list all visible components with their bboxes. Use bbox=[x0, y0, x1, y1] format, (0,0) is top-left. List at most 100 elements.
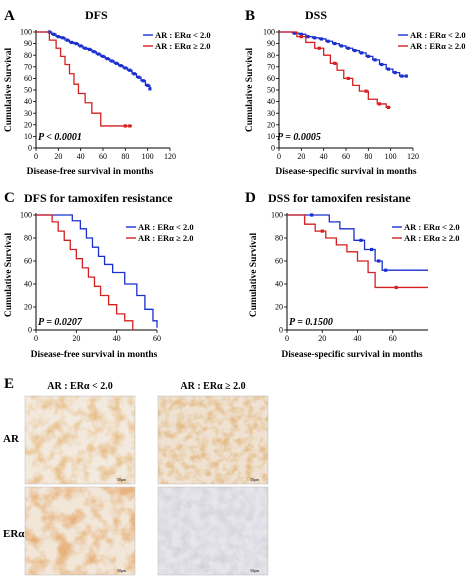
panel-d-censor-mark-low bbox=[384, 268, 388, 272]
panel-a-ytick-label: 90 bbox=[24, 39, 32, 48]
panel-b-xtick-label: 120 bbox=[407, 152, 419, 161]
micrograph-ar-high-scale: 50μm bbox=[250, 477, 260, 482]
panel-a-censor-mark-low bbox=[101, 54, 105, 58]
panel-d: D DSS for tamoxifen resistane Cumulative… bbox=[245, 190, 460, 360]
panel-b-censor-mark-high bbox=[377, 102, 382, 106]
panel-c: C DFS for tamoxifen resistance Cumulativ… bbox=[4, 190, 194, 360]
panel-c-legend-low: AR : ERα < 2.0 bbox=[138, 222, 194, 232]
panel-d-ytick-label: 0 bbox=[279, 326, 283, 335]
panel-c-curves bbox=[36, 214, 158, 330]
panel-b-censor-mark-low bbox=[346, 46, 350, 50]
panel-c-ytick-label: 60 bbox=[24, 257, 32, 266]
panel-a-censor-mark-high bbox=[128, 124, 132, 128]
panel-b-xtick-label: 100 bbox=[385, 152, 397, 161]
panel-b-censor-mark-high bbox=[333, 61, 337, 65]
panel-a-censor-mark-low bbox=[141, 79, 145, 83]
panel-a-censor-mark-low bbox=[74, 42, 78, 46]
panel-c-ytick-label: 40 bbox=[24, 280, 32, 289]
panel-a-xtick-label: 120 bbox=[164, 152, 176, 161]
panel-c-xtick-label: 0 bbox=[34, 334, 38, 343]
panel-b-curve-high bbox=[279, 31, 391, 109]
panel-b-legend-low: AR : ERα < 2.0 bbox=[410, 30, 466, 40]
panel-d-xtick-label: 40 bbox=[354, 334, 362, 343]
panel-a-pvalue: P < 0.0001 bbox=[38, 132, 82, 143]
micrograph-era-high: 50μm bbox=[157, 486, 269, 576]
panel-a-censor-mark-low bbox=[119, 64, 123, 68]
panel-a-xlabel: Disease-free survival in months bbox=[27, 167, 154, 177]
panel-a-censor-mark-low bbox=[123, 66, 127, 70]
panel-b-censor-mark-low bbox=[373, 58, 377, 62]
panel-a-censor-mark-low bbox=[137, 75, 141, 79]
panel-a-legend-low: AR : ERα < 2.0 bbox=[155, 30, 211, 40]
panel-b-censor-mark-low bbox=[366, 54, 370, 58]
panel-d-ytick-label: 60 bbox=[275, 257, 283, 266]
panel-b-xtick-label: 20 bbox=[297, 152, 305, 161]
panel-a-censor-mark-low bbox=[83, 46, 87, 50]
panel-a-xtick-label: 100 bbox=[142, 152, 154, 161]
panel-a: A DFS Cumulative Survival Disease-free s… bbox=[4, 8, 211, 177]
panel-b-xtick-label: 40 bbox=[320, 152, 328, 161]
panel-d-legend: AR : ERα < 2.0 AR : ERα ≥ 2.0 bbox=[392, 222, 460, 243]
panel-a-censor-mark-low bbox=[65, 38, 69, 42]
panel-b-ytick-label: 30 bbox=[267, 109, 275, 118]
panel-a-censor-mark-low bbox=[128, 68, 132, 72]
panel-b-label: B bbox=[245, 8, 255, 24]
panel-b-censor-mark-low bbox=[333, 42, 337, 46]
panel-b-censor-mark-low bbox=[313, 36, 317, 40]
panel-e-label: E bbox=[4, 376, 14, 392]
panel-a-ytick-label: 0 bbox=[28, 144, 32, 153]
panel-a-xtick-label: 20 bbox=[54, 152, 62, 161]
panel-b-censor-mark-low bbox=[393, 71, 397, 75]
panel-b-censor-mark-low bbox=[353, 48, 357, 53]
panel-b-ytick-label: 50 bbox=[267, 86, 275, 95]
panel-a-title: DFS bbox=[85, 8, 108, 22]
panel-c-xtick-label: 40 bbox=[113, 334, 121, 343]
panel-d-pvalue: P = 0.1500 bbox=[289, 317, 333, 328]
panel-b-censor-mark-low bbox=[299, 32, 303, 36]
panel-a-censor-mark-low bbox=[79, 44, 83, 48]
panel-b-censor-mark-low bbox=[339, 44, 344, 48]
panel-c-ytick-label: 20 bbox=[24, 303, 32, 312]
panel-b: B DSS Cumulative Survival Disease-specif… bbox=[245, 8, 466, 177]
micrograph-era-low-scale: 50μm bbox=[117, 568, 127, 573]
panel-a-censor-mark-low bbox=[70, 40, 74, 45]
panel-d-censor-mark-low bbox=[377, 259, 381, 263]
panel-b-censor-mark-low bbox=[293, 31, 297, 35]
panel-e-col-high: AR : ERα ≥ 2.0 bbox=[180, 381, 245, 392]
panel-d-xtick-label: 20 bbox=[318, 334, 326, 343]
panel-a-censor-mark-low bbox=[56, 35, 60, 39]
panel-d-censor-mark-high bbox=[394, 285, 398, 290]
panel-b-ytick-label: 100 bbox=[263, 28, 275, 37]
panel-b-censor-mark-low bbox=[306, 35, 310, 39]
panel-b-ytick-label: 0 bbox=[271, 144, 275, 153]
panel-a-censor-mark-low bbox=[146, 83, 150, 87]
panel-d-label: D bbox=[245, 190, 256, 206]
panel-c-xtick-label: 60 bbox=[153, 334, 161, 343]
panel-c-curve-low bbox=[36, 214, 158, 328]
panel-b-censor-mark-low bbox=[386, 67, 391, 71]
panel-d-ytick-label: 80 bbox=[275, 234, 283, 243]
micrograph-era-high-scale: 50μm bbox=[250, 568, 260, 573]
panel-a-curves bbox=[36, 30, 152, 128]
panel-c-ylabel: Cumulative Survival bbox=[4, 233, 14, 318]
panel-a-censor-mark-low bbox=[110, 59, 114, 63]
panel-a-ytick-label: 70 bbox=[24, 62, 32, 71]
panel-e: E AR : ERα < 2.0 AR : ERα ≥ 2.0 AR ERα 5… bbox=[3, 376, 269, 576]
panel-d-curve-high bbox=[287, 214, 428, 289]
micrograph-ar-low: 50μm bbox=[24, 395, 136, 485]
panel-b-legend-high: AR : ERα ≥ 2.0 bbox=[410, 41, 465, 51]
panel-a-legend: AR : ERα < 2.0 AR : ERα ≥ 2.0 bbox=[143, 30, 211, 51]
panel-e-row-ar: AR bbox=[3, 433, 20, 445]
panel-d-curves bbox=[287, 213, 428, 290]
micrograph-era-low: 50μm bbox=[24, 486, 136, 576]
panel-b-censor-mark-low bbox=[400, 74, 404, 78]
panel-a-censor-mark-low bbox=[88, 47, 92, 51]
panel-d-axes: 0 20 40 60 80 100 0 20 40 60 bbox=[271, 211, 428, 343]
panel-c-title: DFS for tamoxifen resistance bbox=[24, 191, 173, 205]
panel-a-censor-mark-low bbox=[52, 32, 56, 36]
panel-b-ytick-label: 80 bbox=[267, 51, 275, 60]
panel-c-ytick-label: 0 bbox=[28, 326, 32, 335]
panel-d-curve-low bbox=[287, 214, 428, 271]
panel-b-censor-mark-high bbox=[386, 105, 391, 109]
